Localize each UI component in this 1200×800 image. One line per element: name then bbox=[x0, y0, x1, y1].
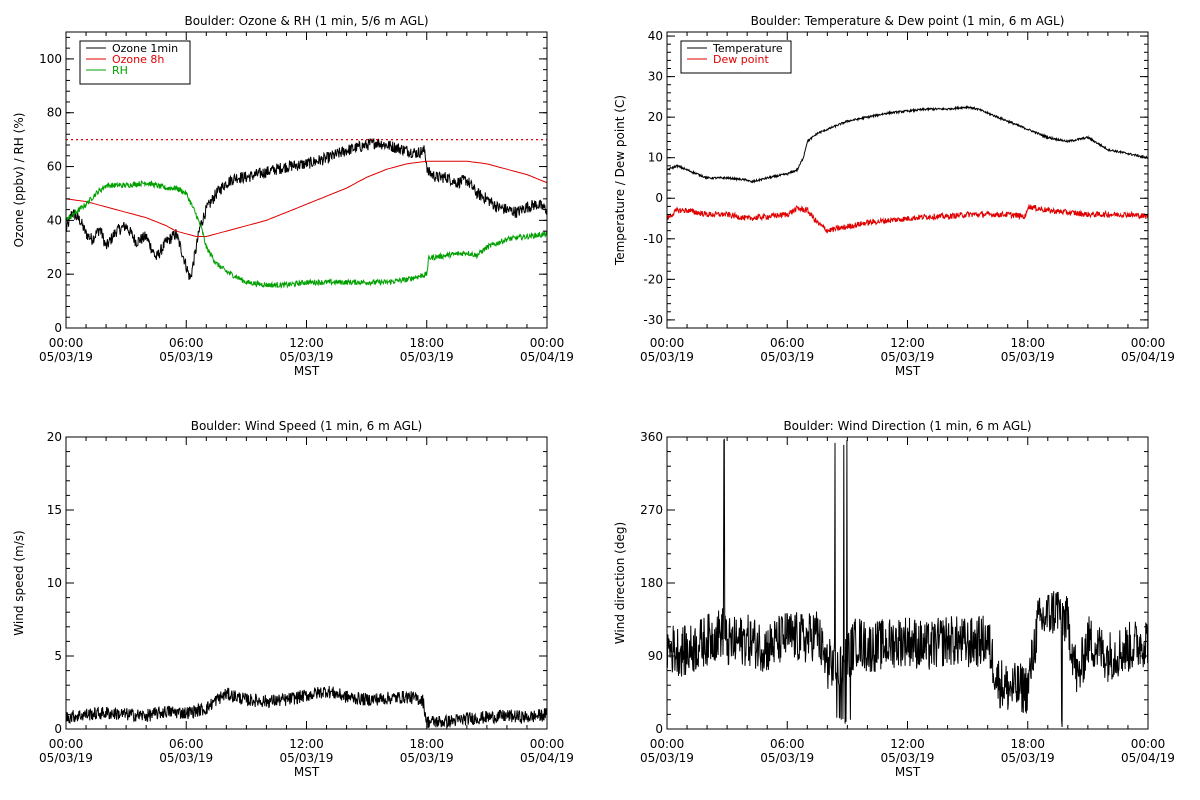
x-tick-time: 00:00 bbox=[650, 336, 685, 350]
legend-entry: Ozone 8h bbox=[112, 53, 164, 66]
y-tick-label: -10 bbox=[643, 232, 663, 246]
x-tick-date: 05/03/19 bbox=[159, 751, 213, 765]
y-tick-label: 40 bbox=[648, 29, 663, 43]
x-tick-time: 00:00 bbox=[1131, 336, 1166, 350]
y-tick-label: 5 bbox=[54, 649, 62, 663]
x-tick-time: 00:00 bbox=[530, 737, 565, 751]
x-tick-time: 00:00 bbox=[650, 737, 685, 751]
x-tick-time: 06:00 bbox=[169, 737, 204, 751]
x-tick-time: 00:00 bbox=[530, 336, 565, 350]
x-tick-time: 18:00 bbox=[409, 737, 444, 751]
y-tick-label: 10 bbox=[47, 576, 62, 590]
chart-title: Boulder: Wind Direction (1 min, 6 m AGL) bbox=[783, 419, 1031, 433]
x-tick-date: 05/03/19 bbox=[280, 751, 334, 765]
x-tick-date: 05/04/19 bbox=[520, 350, 574, 364]
x-tick-date: 05/03/19 bbox=[760, 751, 814, 765]
y-tick-label: 0 bbox=[54, 722, 62, 736]
y-tick-label: 0 bbox=[655, 191, 663, 205]
legend-entry: Temperature bbox=[712, 42, 783, 55]
series-line-1 bbox=[667, 204, 1148, 234]
y-tick-label: 15 bbox=[47, 503, 62, 517]
y-tick-label: -30 bbox=[643, 313, 663, 327]
y-tick-label: 20 bbox=[648, 110, 663, 124]
series-line-0 bbox=[66, 137, 547, 280]
x-tick-time: 06:00 bbox=[770, 737, 805, 751]
x-tick-date: 05/04/19 bbox=[1121, 350, 1175, 364]
y-tick-label: 20 bbox=[47, 430, 62, 444]
panel-wind-direction: Boulder: Wind Direction (1 min, 6 m AGL)… bbox=[613, 419, 1175, 779]
x-tick-date: 05/03/19 bbox=[400, 751, 454, 765]
x-tick-time: 06:00 bbox=[770, 336, 805, 350]
y-tick-label: 270 bbox=[640, 503, 663, 517]
y-tick-label: 100 bbox=[39, 52, 62, 66]
x-tick-time: 12:00 bbox=[890, 737, 925, 751]
series-line-0 bbox=[667, 438, 1148, 728]
panel-temp-dew: Boulder: Temperature & Dew point (1 min,… bbox=[613, 14, 1175, 378]
y-tick-label: 60 bbox=[47, 160, 62, 174]
x-tick-time: 00:00 bbox=[49, 737, 84, 751]
x-tick-date: 05/04/19 bbox=[520, 751, 574, 765]
x-tick-date: 05/03/19 bbox=[1001, 350, 1055, 364]
y-tick-label: 10 bbox=[648, 151, 663, 165]
y-axis-label: Wind direction (deg) bbox=[613, 522, 627, 644]
x-tick-time: 18:00 bbox=[1010, 737, 1045, 751]
x-tick-date: 05/03/19 bbox=[39, 751, 93, 765]
chart-title: Boulder: Ozone & RH (1 min, 5/6 m AGL) bbox=[184, 14, 428, 28]
y-tick-label: 20 bbox=[47, 267, 62, 281]
x-tick-date: 05/04/19 bbox=[1121, 751, 1175, 765]
y-tick-label: 360 bbox=[640, 430, 663, 444]
x-tick-date: 05/03/19 bbox=[400, 350, 454, 364]
x-tick-date: 05/03/19 bbox=[760, 350, 814, 364]
y-axis-label: Wind speed (m/s) bbox=[12, 530, 26, 635]
x-axis-label: MST bbox=[294, 364, 320, 378]
series-line-0 bbox=[667, 104, 1148, 184]
legend-entry: RH bbox=[112, 64, 128, 77]
y-tick-label: 80 bbox=[47, 106, 62, 120]
y-tick-label: 30 bbox=[648, 70, 663, 84]
x-tick-time: 00:00 bbox=[1131, 737, 1166, 751]
legend-entry: Dew point bbox=[713, 53, 769, 66]
panel-ozone-rh: Boulder: Ozone & RH (1 min, 5/6 m AGL) 0 2… bbox=[12, 14, 574, 378]
y-axis-label: Ozone (ppbv) / RH (%) bbox=[12, 113, 26, 248]
y-tick-label: 180 bbox=[640, 576, 663, 590]
x-axis-label: MST bbox=[294, 765, 320, 779]
legend-entry: Ozone 1min bbox=[112, 42, 178, 55]
plot-frame bbox=[65, 436, 548, 730]
y-tick-label: 90 bbox=[648, 649, 663, 663]
x-tick-date: 05/03/19 bbox=[1001, 751, 1055, 765]
series-line-1 bbox=[66, 160, 547, 237]
x-axis-label: MST bbox=[895, 765, 921, 779]
x-tick-time: 12:00 bbox=[289, 336, 324, 350]
x-tick-date: 05/03/19 bbox=[640, 350, 694, 364]
y-tick-label: -20 bbox=[643, 272, 663, 286]
x-tick-time: 12:00 bbox=[289, 737, 324, 751]
x-tick-date: 05/03/19 bbox=[881, 350, 935, 364]
x-tick-date: 05/03/19 bbox=[39, 350, 93, 364]
x-tick-date: 05/03/19 bbox=[881, 751, 935, 765]
x-tick-date: 05/03/19 bbox=[280, 350, 334, 364]
x-tick-time: 06:00 bbox=[169, 336, 204, 350]
x-tick-time: 18:00 bbox=[1010, 336, 1045, 350]
x-tick-time: 12:00 bbox=[890, 336, 925, 350]
x-tick-time: 18:00 bbox=[409, 336, 444, 350]
legend-box bbox=[680, 40, 792, 74]
x-axis-label: MST bbox=[895, 364, 921, 378]
y-axis-label: Temperature / Dew point (C) bbox=[613, 95, 627, 266]
chart-title: Boulder: Wind Speed (1 min, 6 m AGL) bbox=[191, 419, 423, 433]
x-tick-date: 05/03/19 bbox=[159, 350, 213, 364]
chart-title: Boulder: Temperature & Dew point (1 min,… bbox=[751, 14, 1065, 28]
panel-wind-speed: Boulder: Wind Speed (1 min, 6 m AGL) 0 5 10… bbox=[12, 419, 574, 779]
y-tick-label: 0 bbox=[54, 321, 62, 335]
series-line-2 bbox=[66, 179, 547, 289]
x-tick-date: 05/03/19 bbox=[640, 751, 694, 765]
series-line-0 bbox=[66, 685, 547, 728]
y-tick-label: 40 bbox=[47, 213, 62, 227]
x-tick-time: 00:00 bbox=[49, 336, 84, 350]
plot-frame bbox=[666, 436, 1149, 730]
y-tick-label: 0 bbox=[655, 722, 663, 736]
